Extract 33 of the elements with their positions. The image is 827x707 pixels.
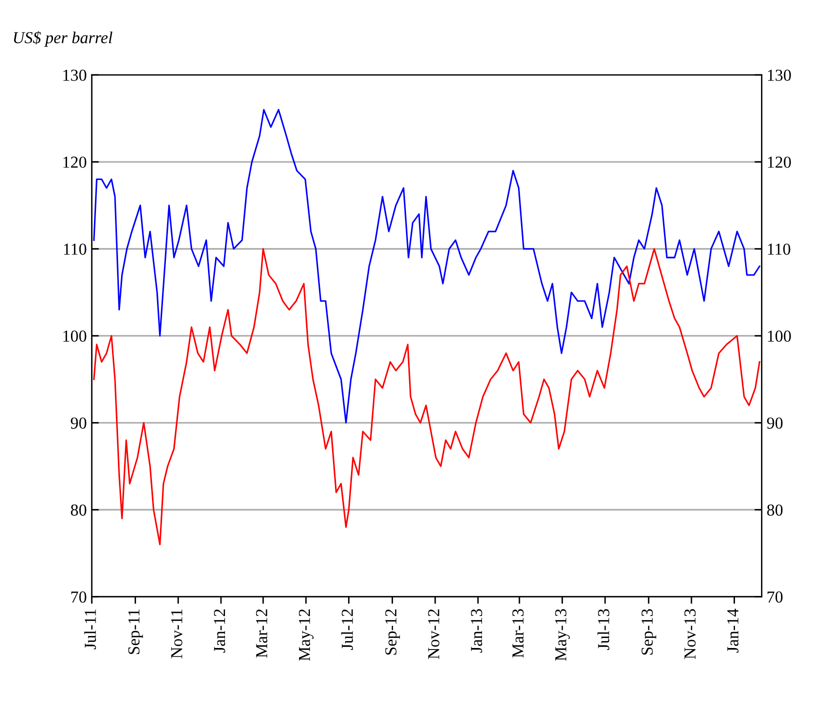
y2-tick-label: 120 <box>768 156 791 168</box>
x-tick-label: Sep-13 <box>642 609 656 655</box>
line-series <box>93 108 760 424</box>
x-tick-label: Jan-13 <box>470 609 482 653</box>
x-tick-label: Nov-13 <box>684 609 696 659</box>
y-tick-label: 110 <box>64 244 86 255</box>
x-tick-label: May-12 <box>298 609 314 661</box>
x-tick-label: Jul-11 <box>84 610 96 650</box>
y-tick-label: 90 <box>70 417 86 429</box>
x-tick-label: Nov-11 <box>171 610 182 658</box>
y-tick-label: 100 <box>63 330 86 342</box>
y-tick-label: 80 <box>70 504 86 516</box>
y2-tick-label: 130 <box>768 70 791 81</box>
y-tick-label: 70 <box>71 591 86 603</box>
x-tick-label: Sep-12 <box>385 609 400 655</box>
x-tick-label: Sep-11 <box>128 610 143 654</box>
y2-tick-label: 90 <box>767 417 783 429</box>
x-tick-label: May-13 <box>555 609 570 661</box>
y2-tick-label: 70 <box>768 591 783 603</box>
y2-tick-label: 80 <box>767 504 783 516</box>
y2-tick-label: 110 <box>768 244 790 255</box>
y-tick-label: 130 <box>63 70 86 81</box>
y2-tick-label: 100 <box>768 330 791 342</box>
x-tick-label: Jul-12 <box>341 609 353 650</box>
x-tick-label: Mar-13 <box>512 609 524 658</box>
line-series <box>93 248 760 546</box>
x-tick-label: Mar-12 <box>256 609 268 658</box>
y-tick-label: 120 <box>63 156 86 168</box>
x-tick-label: Jan-14 <box>727 608 738 653</box>
x-tick-label: Nov-12 <box>428 609 440 659</box>
y-axis-title: US$ per barrel <box>14 31 112 47</box>
x-tick-label: Jul-13 <box>598 609 610 650</box>
x-tick-label: Jan-12 <box>214 609 226 653</box>
